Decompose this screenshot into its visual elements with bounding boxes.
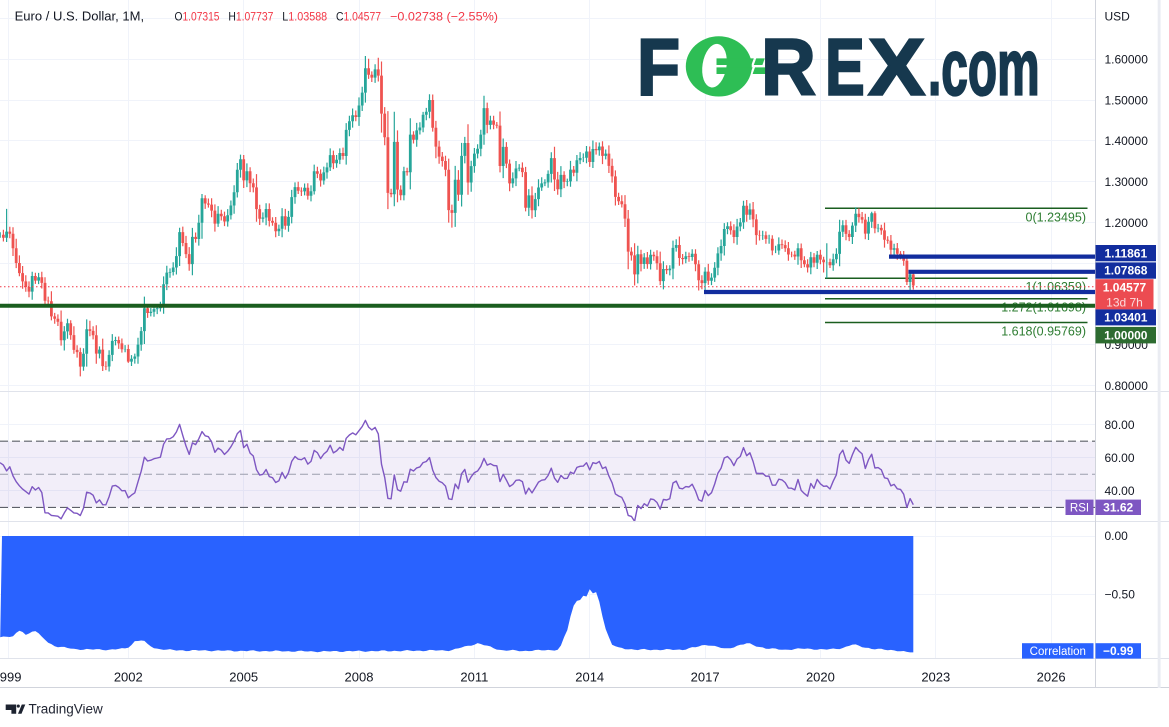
svg-text:TradingView: TradingView	[29, 704, 104, 717]
svg-text:Correlation: Correlation	[1030, 646, 1086, 658]
svg-text:2023: 2023	[921, 670, 950, 685]
svg-text:F: F	[637, 22, 680, 111]
svg-text:80.00: 80.00	[1105, 418, 1135, 432]
svg-text:−0.99: −0.99	[1103, 644, 1134, 658]
svg-text:1.60000: 1.60000	[1105, 53, 1149, 67]
svg-text:2014: 2014	[575, 670, 604, 685]
svg-text:RSI: RSI	[1070, 503, 1089, 515]
svg-text:C1.04577: C1.04577	[336, 10, 381, 24]
svg-text:60.00: 60.00	[1105, 451, 1135, 465]
svg-text:1.11861: 1.11861	[1104, 246, 1147, 260]
svg-text:X: X	[868, 22, 925, 111]
svg-text:1.50000: 1.50000	[1105, 93, 1149, 107]
svg-text:2020: 2020	[806, 670, 835, 685]
svg-text:1.03401: 1.03401	[1104, 311, 1148, 325]
svg-text:1.40000: 1.40000	[1105, 134, 1149, 148]
svg-text:1.00000: 1.00000	[1104, 328, 1148, 342]
svg-text:0(1.23495): 0(1.23495)	[1026, 211, 1086, 225]
svg-text:1999: 1999	[0, 670, 21, 685]
svg-text:L1.03588: L1.03588	[282, 10, 327, 24]
svg-text:2017: 2017	[691, 670, 720, 685]
svg-text:2008: 2008	[345, 670, 374, 685]
svg-text:1.618(0.95769): 1.618(0.95769)	[1001, 325, 1086, 339]
svg-text:2026: 2026	[1037, 670, 1066, 685]
svg-text:2011: 2011	[460, 670, 488, 685]
svg-text:2002: 2002	[114, 670, 143, 685]
svg-text:1.07868: 1.07868	[1104, 264, 1148, 278]
svg-text:−0.02738 (−2.55%): −0.02738 (−2.55%)	[390, 10, 498, 24]
svg-text:Euro / U.S. Dollar, 1M,: Euro / U.S. Dollar, 1M,	[15, 9, 145, 24]
svg-text:.com: .com	[928, 22, 1040, 111]
svg-text:13d 7h: 13d 7h	[1106, 295, 1143, 309]
svg-text:−0.50: −0.50	[1105, 588, 1136, 602]
svg-text:0.00: 0.00	[1105, 529, 1129, 543]
svg-text:1.04577: 1.04577	[1103, 280, 1147, 294]
svg-text:USD: USD	[1105, 10, 1131, 24]
svg-text:1.30000: 1.30000	[1105, 175, 1149, 189]
svg-text:31.62: 31.62	[1103, 501, 1133, 515]
svg-text:O1.07315: O1.07315	[175, 10, 220, 24]
svg-text:0.80000: 0.80000	[1105, 379, 1149, 393]
svg-text:E: E	[825, 22, 865, 111]
svg-text:1.20000: 1.20000	[1105, 216, 1149, 230]
svg-text:2005: 2005	[229, 670, 258, 685]
svg-text:R: R	[761, 22, 816, 111]
svg-text:40.00: 40.00	[1105, 484, 1135, 498]
svg-text:H1.07737: H1.07737	[228, 10, 273, 24]
